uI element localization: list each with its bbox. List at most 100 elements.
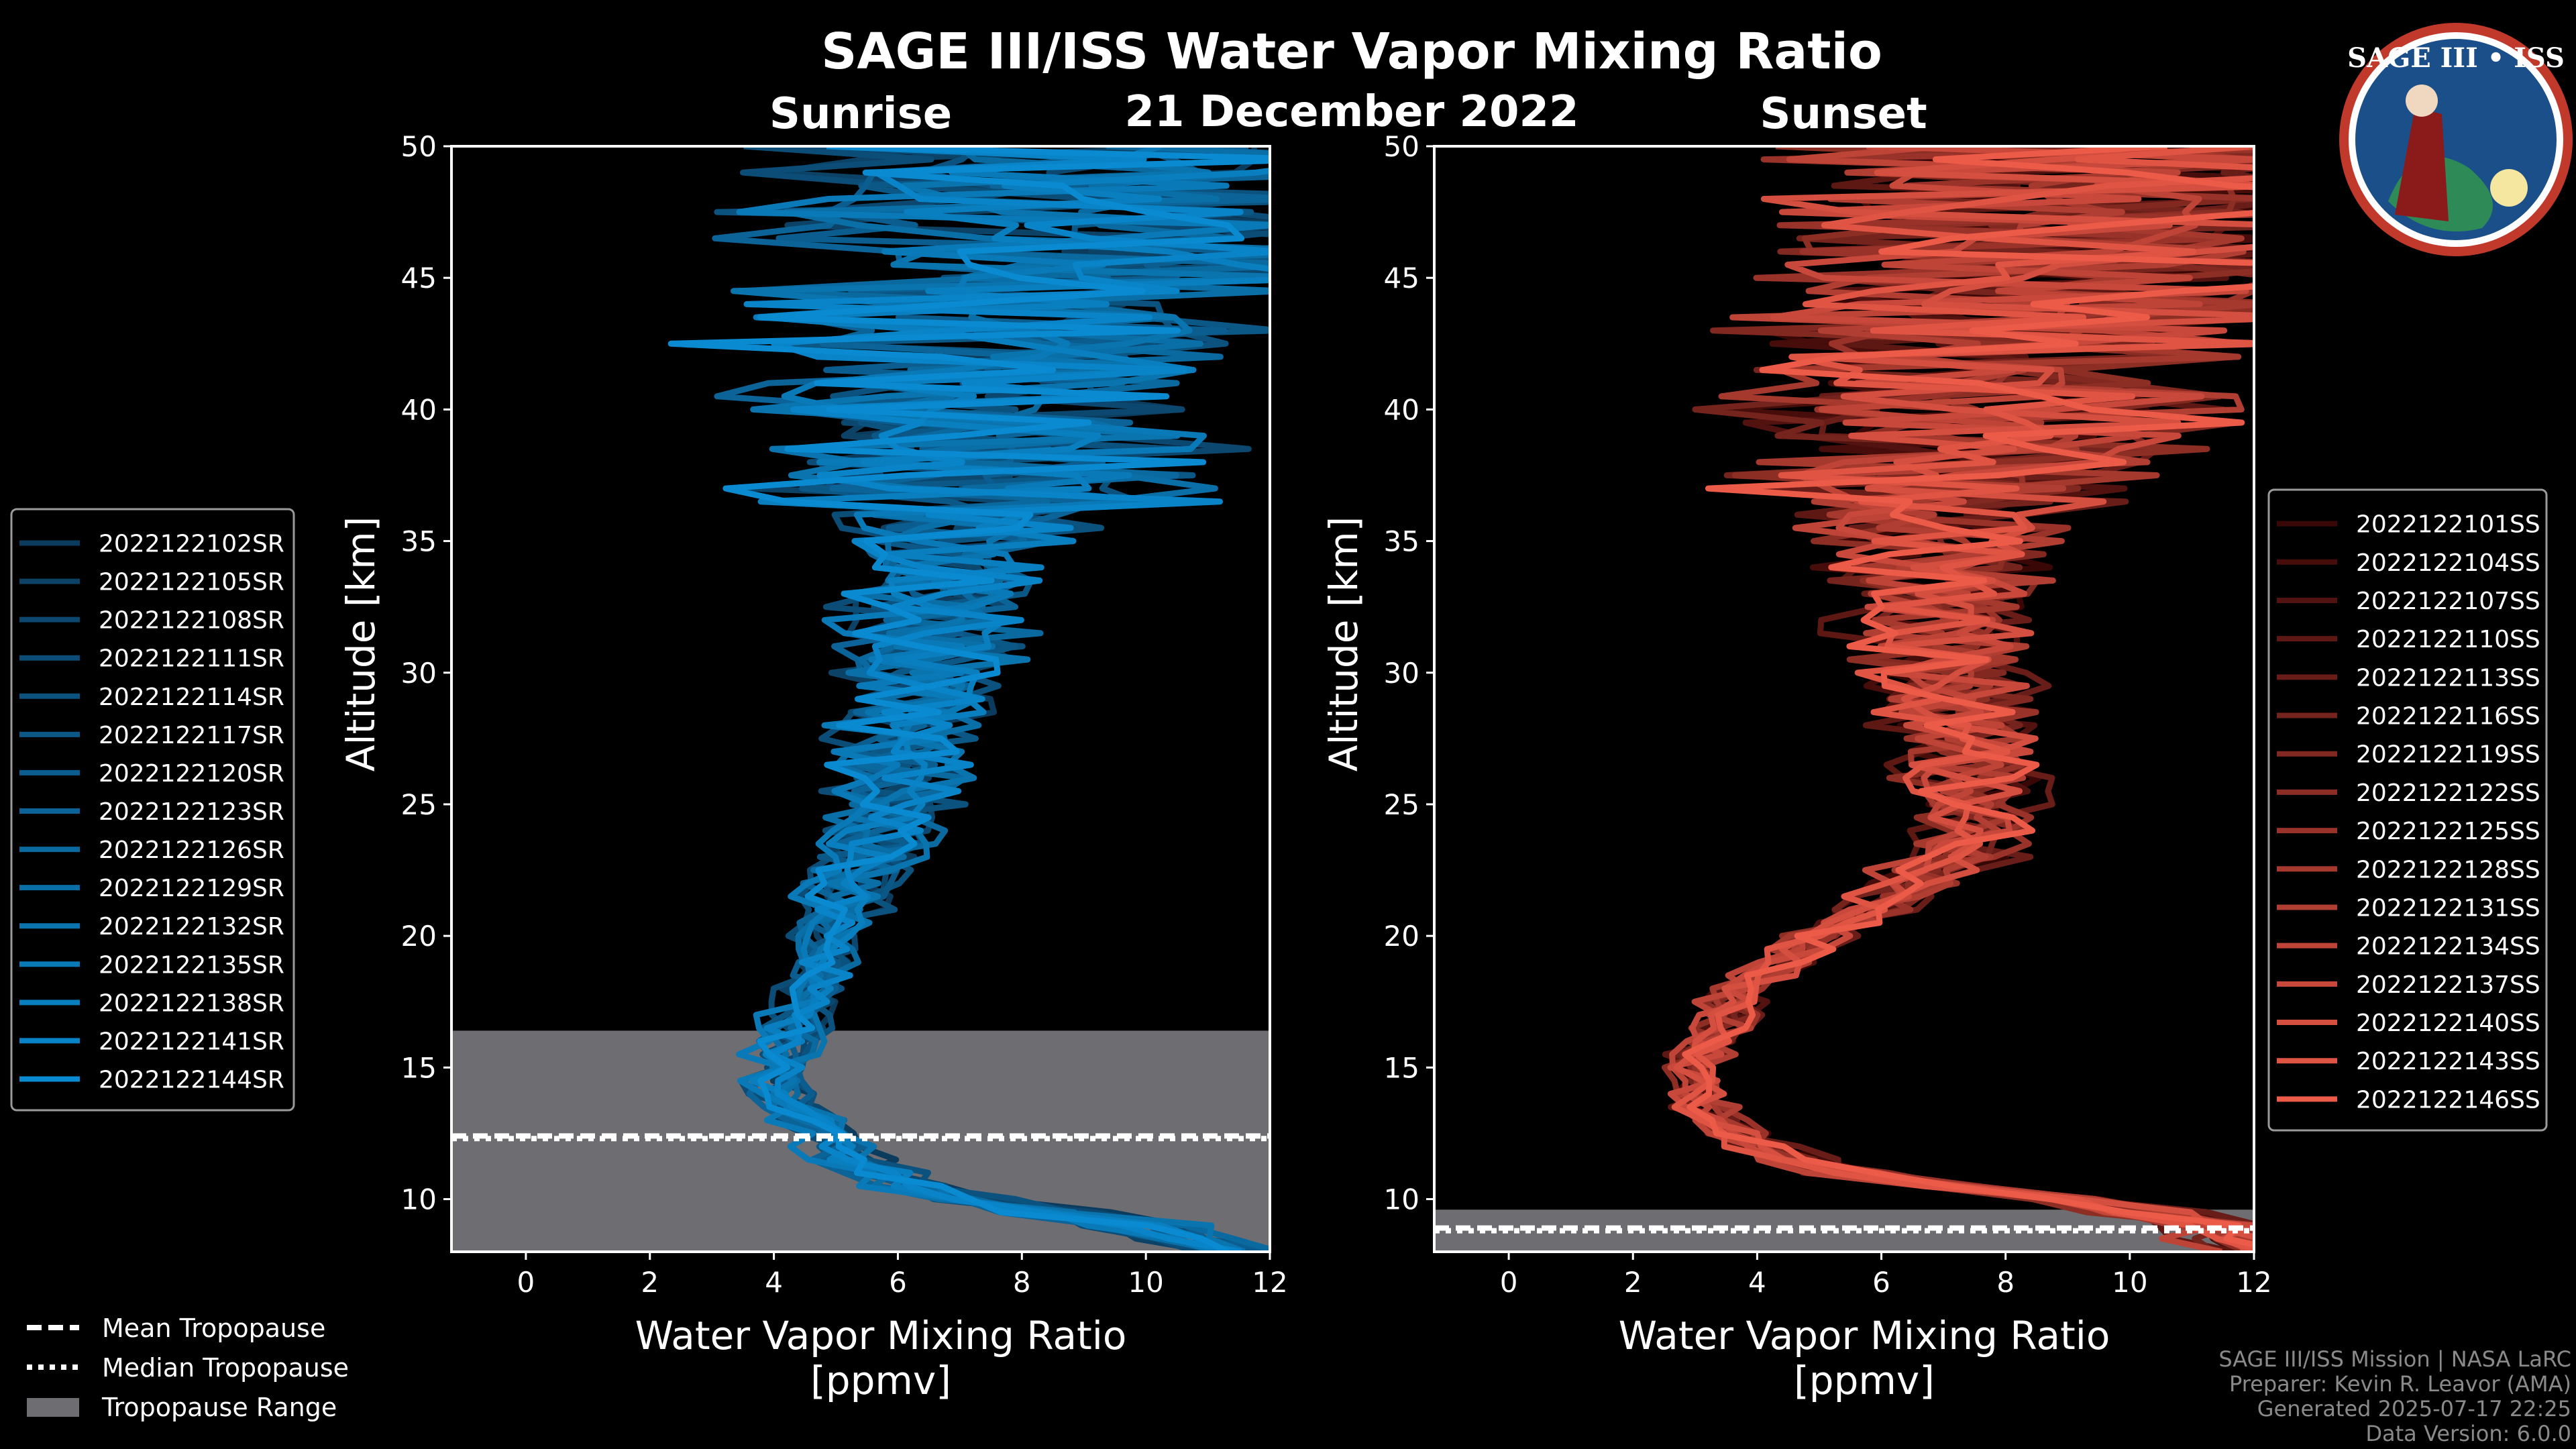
- plot-frame: [450, 145, 1271, 1253]
- legend-item-label: 2022122108SR: [99, 607, 284, 635]
- profile-line-2022122144SR: [667, 146, 1270, 1252]
- legend-item-label: 2022122107SS: [2356, 588, 2540, 615]
- plot-area: [1434, 146, 2254, 1252]
- x-tick-label: 12: [2236, 1266, 2271, 1299]
- y-tick-label: 30: [401, 657, 437, 690]
- x-tick-label: 6: [889, 1266, 907, 1299]
- sunrise-panel: 0 2 4 6 8 10 12 10 15 20 25 30 35 40 45 50 Water Vapor M…: [338, 130, 1288, 1403]
- mean-tropopause-label: Mean Tropopause: [102, 1313, 325, 1343]
- x-tick-label: 0: [517, 1266, 535, 1299]
- legend-item-label: 2022122102SR: [99, 531, 284, 558]
- x-axis-unit-label: [ppmv]: [1794, 1358, 1935, 1403]
- legend-item-label: 2022122111SR: [99, 645, 284, 673]
- sunrise-subtitle: Sunrise: [769, 89, 952, 139]
- footer-mission: SAGE III/ISS Mission | NASA LaRC: [2218, 1346, 2571, 1372]
- legend-item-label: 2022122116SS: [2356, 703, 2540, 731]
- legend-item-label: 2022122144SR: [99, 1066, 284, 1093]
- legend-item-label: 2022122132SR: [99, 913, 284, 941]
- x-tick-label: 0: [1500, 1266, 1518, 1299]
- profile-line-2022122119SS: [1679, 146, 2254, 1252]
- legend-item-label: 2022122113SS: [2356, 664, 2540, 692]
- legend-item-label: 2022122140SS: [2356, 1010, 2540, 1037]
- y-tick-label: 50: [401, 130, 437, 163]
- x-tick-label: 10: [2112, 1266, 2147, 1299]
- legend-item-label: 2022122104SS: [2356, 549, 2540, 577]
- x-tick-label: 10: [1128, 1266, 1163, 1299]
- x-tick-label: 4: [1748, 1266, 1766, 1299]
- x-axis-unit-label: [ppmv]: [810, 1358, 951, 1403]
- legend-item-label: 2022122123SR: [99, 798, 284, 826]
- date-subtitle: 21 December 2022: [1124, 87, 1578, 137]
- legend-item-label: 2022122122SS: [2356, 780, 2540, 807]
- y-tick-label: 30: [1384, 657, 1419, 690]
- footer-version: Data Version: 6.0.0: [2365, 1421, 2571, 1446]
- legend-item-label: 2022122131SS: [2356, 894, 2540, 922]
- y-tick-label: 35: [401, 525, 437, 558]
- legend-frame: [10, 508, 295, 1112]
- profile-line-2022122132SR: [731, 146, 1270, 1252]
- legend-item-label: 2022122110SS: [2356, 626, 2540, 653]
- y-tick-label: 20: [1384, 920, 1419, 953]
- plot-frame: [1433, 145, 2255, 1253]
- median-tropopause-label: Median Tropopause: [102, 1353, 349, 1383]
- legend-item-label: 2022122105SR: [99, 569, 284, 596]
- y-tick-label: 50: [1384, 130, 1419, 163]
- y-tick-label: 40: [1384, 393, 1419, 426]
- legend-item-label: 2022122138SR: [99, 989, 284, 1017]
- logo-sun: [2490, 169, 2528, 207]
- footer-generated: Generated 2025-07-17 22:25: [2257, 1396, 2571, 1421]
- legend-item-label: 2022122117SR: [99, 722, 284, 749]
- chart-title: SAGE III/ISS Water Vapor Mixing Ratio: [821, 23, 1882, 80]
- legend-item-label: 2022122101SS: [2356, 511, 2540, 539]
- x-tick-label: 2: [1624, 1266, 1642, 1299]
- logo-text: SAGE III • ISS: [2347, 42, 2565, 74]
- sunset-legend: 2022122101SS 2022122104SS 2022122107SS 2022…: [2267, 488, 2548, 1132]
- legend-frame: [2267, 488, 2548, 1132]
- sunset-panel: 0 2 4 6 8 10 12 10 15 20 25 30 35 40 45 50 Water Vapor M…: [1321, 130, 2272, 1403]
- y-tick-label: 35: [1384, 525, 1419, 558]
- x-tick-label: 8: [1996, 1266, 2015, 1299]
- y-tick-label: 20: [401, 920, 437, 953]
- legend-item-label: 2022122114SR: [99, 684, 284, 711]
- legend-item-label: 2022122135SR: [99, 951, 284, 979]
- x-tick-label: 12: [1252, 1266, 1287, 1299]
- tropopause-legend: Mean Tropopause Median Tropopause Tropop…: [27, 1313, 349, 1422]
- logo-figure: [2395, 107, 2449, 221]
- x-tick-label: 4: [765, 1266, 783, 1299]
- profile-line-2022122141SR: [743, 146, 1270, 1252]
- legend-item-label: 2022122137SS: [2356, 971, 2540, 999]
- y-tick-label: 10: [401, 1183, 437, 1216]
- tropopause-range-swatch: [27, 1398, 79, 1417]
- legend-item-label: 2022122128SS: [2356, 856, 2540, 883]
- credits: SAGE III/ISS Mission | NASA LaRC Prepare…: [2218, 1346, 2571, 1446]
- legend-item-label: 2022122146SS: [2356, 1086, 2540, 1114]
- mission-logo: SAGE III • ISS: [2339, 23, 2573, 256]
- y-tick-label: 25: [401, 788, 437, 821]
- legend-item-label: 2022122134SS: [2356, 933, 2540, 961]
- x-tick-label: 6: [1872, 1266, 1890, 1299]
- legend-item-label: 2022122129SR: [99, 875, 284, 902]
- tropopause-range-label: Tropopause Range: [101, 1393, 337, 1422]
- y-tick-label: 10: [1384, 1183, 1419, 1216]
- y-axis-label: Altitude [km]: [1321, 517, 1366, 771]
- footer-preparer: Preparer: Kevin R. Leavor (AMA): [2229, 1371, 2571, 1397]
- y-tick-label: 45: [401, 262, 437, 294]
- legend-item-label: 2022122141SR: [99, 1028, 284, 1055]
- y-tick-label: 15: [1384, 1051, 1419, 1084]
- y-tick-label: 40: [401, 393, 437, 426]
- y-tick-label: 45: [1384, 262, 1419, 294]
- legend-item-label: 2022122143SS: [2356, 1048, 2540, 1075]
- x-tick-label: 2: [641, 1266, 659, 1299]
- legend-item-label: 2022122120SR: [99, 760, 284, 788]
- x-axis-label: Water Vapor Mixing Ratio: [635, 1313, 1127, 1358]
- x-tick-label: 8: [1013, 1266, 1031, 1299]
- legend-item-label: 2022122126SR: [99, 837, 284, 864]
- sunset-subtitle: Sunset: [1760, 89, 1927, 139]
- x-axis-label: Water Vapor Mixing Ratio: [1619, 1313, 2110, 1358]
- sunrise-legend: 2022122102SR 2022122105SR 2022122108SR 2022…: [10, 508, 295, 1112]
- plot-area: [451, 146, 1270, 1252]
- profile-line-2022122146SS: [1682, 146, 2254, 1248]
- y-tick-label: 25: [1384, 788, 1419, 821]
- y-tick-label: 15: [401, 1051, 437, 1084]
